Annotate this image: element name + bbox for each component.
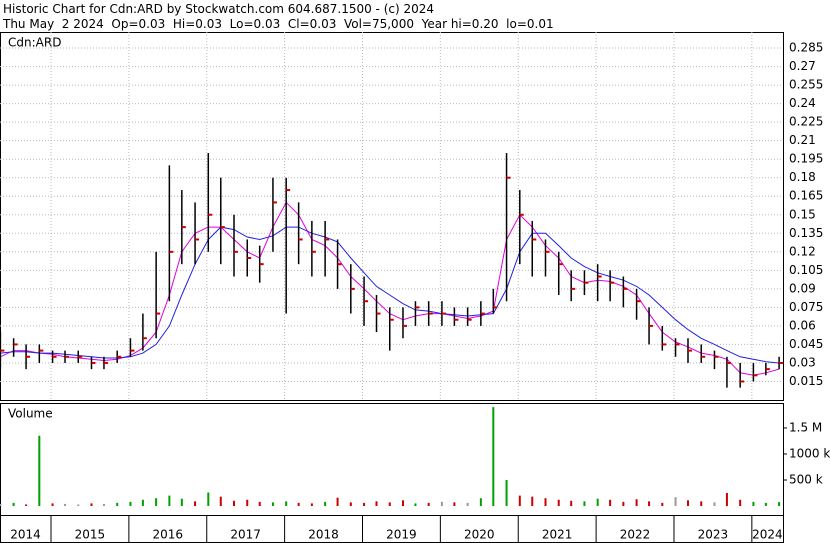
y-tick-label: 0.045: [789, 337, 823, 351]
y-tick-label: 0.27: [789, 59, 816, 73]
x-tick-label: 2021: [542, 528, 573, 542]
y-tick-label: 0.03: [789, 355, 816, 369]
y-tick-label: 0.165: [789, 189, 823, 203]
price-frame: [0, 32, 784, 401]
chart-title: Historic Chart for Cdn:ARD by Stockwatch…: [3, 2, 434, 16]
x-tick-label: 2020: [464, 528, 495, 542]
y-tick-label: 1000 k: [789, 446, 830, 460]
x-tick-label: 2014: [10, 528, 41, 542]
y-tick-label: 0.09: [789, 281, 816, 295]
y-tick-label: 500 k: [789, 472, 823, 486]
volume-label: Volume: [8, 407, 53, 421]
y-tick-label: 0.135: [789, 226, 823, 240]
y-tick-label: 0.21: [789, 133, 816, 147]
y-tick-label: 0.285: [789, 41, 823, 55]
y-tick-label: 0.18: [789, 170, 816, 184]
x-tick-label: 2022: [620, 528, 651, 542]
x-tick-label: 2019: [386, 528, 417, 542]
y-tick-label: 0.195: [789, 152, 823, 166]
chart-subtitle: Thu May 2 2024 Op=0.03 Hi=0.03 Lo=0.03 C…: [2, 17, 554, 31]
y-tick-label: 0.255: [789, 78, 823, 92]
y-tick-label: 0.075: [789, 300, 823, 314]
y-tick-label: 0.15: [789, 207, 816, 221]
y-tick-label: 0.06: [789, 318, 816, 332]
moving-average-line: [0, 226, 780, 364]
x-tick-label: 2023: [698, 528, 729, 542]
x-tick-label: 2016: [153, 528, 184, 542]
symbol-label: Cdn:ARD: [8, 36, 61, 50]
y-tick-label: 0.225: [789, 115, 823, 129]
y-tick-label: 0.24: [789, 96, 816, 110]
y-tick-label: 0.015: [789, 374, 823, 388]
x-tick-label: 2024: [752, 528, 783, 542]
y-tick-label: 1.5 M: [789, 420, 822, 434]
x-tick-label: 2017: [230, 528, 261, 542]
y-tick-label: 0.12: [789, 244, 816, 258]
x-tick-label: 2018: [308, 528, 339, 542]
y-tick-label: 0.105: [789, 263, 823, 277]
x-tick-label: 2015: [75, 528, 106, 542]
volume-frame: [0, 403, 784, 516]
